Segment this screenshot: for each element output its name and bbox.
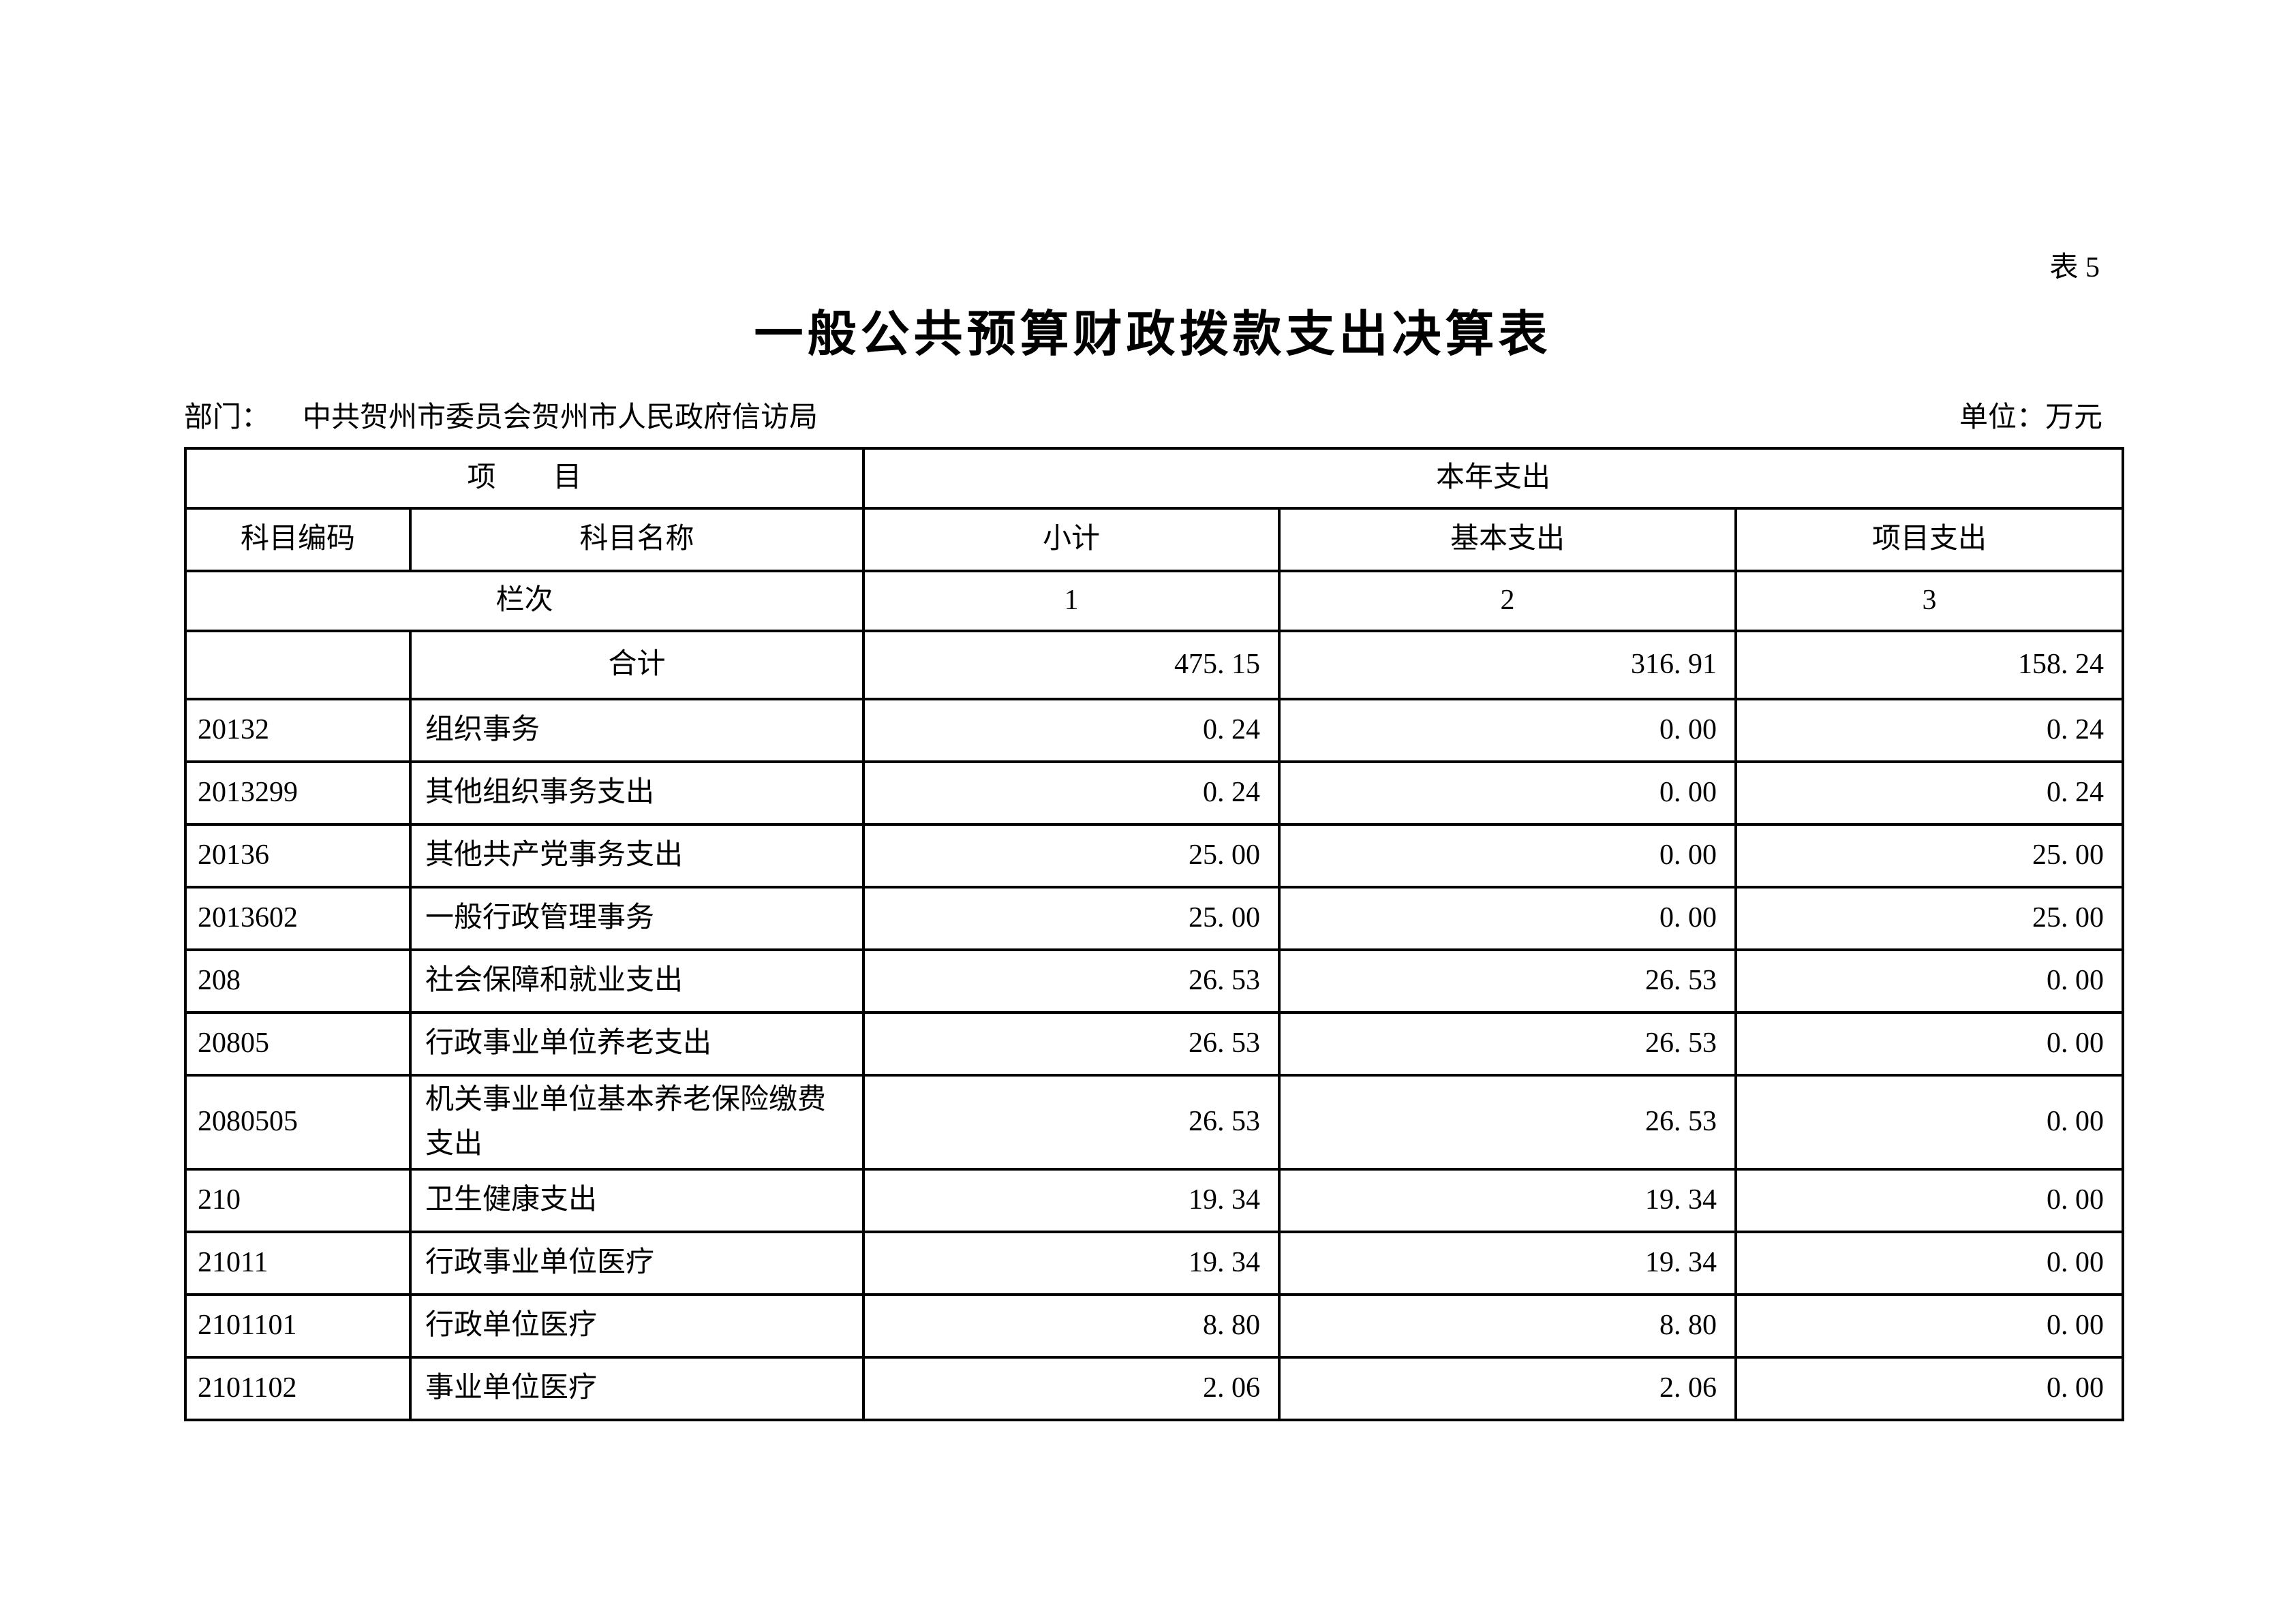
lanci-label-cell: 栏次 xyxy=(183,570,866,632)
code-cell: 2101102 xyxy=(184,1356,412,1421)
project-cell: 0. 00 xyxy=(1734,1293,2125,1359)
lanci-number-cell: 3 xyxy=(1734,570,2125,632)
code-cell: 20136 xyxy=(184,823,412,888)
unit-label: 单位：万元 xyxy=(1959,402,2102,433)
basic-cell: 0. 00 xyxy=(1278,760,1738,826)
header-lanci-row: 栏次 1 2 3 xyxy=(183,570,2125,632)
meta-row: 部门： 中共贺州市委员会贺州市人民政府信访局 单位：万元 xyxy=(184,401,2122,435)
basic-cell: 2. 06 xyxy=(1278,1356,1738,1421)
basic-cell: 19. 34 xyxy=(1278,1231,1738,1296)
project-cell: 158. 24 xyxy=(1734,630,2125,700)
name-cell: 行政单位医疗 xyxy=(408,1293,866,1359)
subtotal-cell: 26. 53 xyxy=(862,948,1281,1014)
subtotal-cell: 19. 34 xyxy=(862,1231,1281,1296)
subtotal-cell: 2. 06 xyxy=(862,1356,1281,1421)
table-row: 20136 其他共产党事务支出 25. 00 0. 00 25. 00 xyxy=(184,823,2125,888)
subtotal-cell: 25. 00 xyxy=(862,823,1281,888)
project-cell: 0. 00 xyxy=(1734,1168,2125,1233)
project-cell: 0. 00 xyxy=(1734,1231,2125,1296)
subtotal-cell: 26. 53 xyxy=(862,1011,1281,1077)
header-columns-row: 科目编码 科目名称 小计 基本支出 项目支出 xyxy=(184,507,2125,572)
basic-cell: 19. 34 xyxy=(1278,1168,1738,1233)
project-cell: 0. 00 xyxy=(1734,1011,2125,1077)
header-group-row: 项 目 本年支出 xyxy=(183,447,2125,510)
basic-cell: 0. 00 xyxy=(1278,698,1738,763)
lanci-number-cell: 1 xyxy=(862,570,1281,632)
column-group-project: 项 目 xyxy=(183,447,866,510)
basic-cell: 316. 91 xyxy=(1278,630,1738,700)
table-row: 20132 组织事务 0. 24 0. 00 0. 24 xyxy=(184,698,2125,763)
project-cell: 0. 24 xyxy=(1734,760,2125,826)
name-cell: 事业单位医疗 xyxy=(408,1356,866,1421)
subtotal-cell: 0. 24 xyxy=(862,760,1281,826)
name-cell: 社会保障和就业支出 xyxy=(408,948,866,1014)
name-cell: 其他共产党事务支出 xyxy=(408,823,866,888)
column-header-subtotal: 小计 xyxy=(862,507,1281,572)
column-header-subject-name: 科目名称 xyxy=(408,507,866,572)
table-row: 2080505 机关事业单位基本养老保险缴费支出 26. 53 26. 53 0… xyxy=(184,1074,2125,1171)
column-header-basic-expenditure: 基本支出 xyxy=(1278,507,1738,572)
subtotal-cell: 8. 80 xyxy=(862,1293,1281,1359)
page-title: 一般公共预算财政拨款支出决算表 xyxy=(754,307,1552,362)
code-cell: 2080505 xyxy=(184,1074,412,1171)
table-row: 208 社会保障和就业支出 26. 53 26. 53 0. 00 xyxy=(184,948,2125,1014)
code-cell: 20805 xyxy=(184,1011,412,1077)
lanci-number-cell: 2 xyxy=(1278,570,1738,632)
column-header-project-expenditure: 项目支出 xyxy=(1734,507,2125,572)
expenditure-table: 项 目 本年支出 科目编码 科目名称 小计 基本支出 项目支出 栏次 1 2 3… xyxy=(183,447,2125,1421)
table-row: 210 卫生健康支出 19. 34 19. 34 0. 00 xyxy=(184,1168,2125,1233)
table-row: 2101102 事业单位医疗 2. 06 2. 06 0. 00 xyxy=(184,1356,2125,1421)
basic-cell: 26. 53 xyxy=(1278,948,1738,1014)
column-group-current-year-expenditure: 本年支出 xyxy=(862,447,2125,510)
name-cell: 合计 xyxy=(408,630,866,700)
code-cell xyxy=(184,630,412,700)
sheet-number-label: 表 5 xyxy=(2049,252,2100,283)
code-cell: 21011 xyxy=(184,1231,412,1296)
project-cell: 25. 00 xyxy=(1734,886,2125,951)
name-cell: 行政事业单位医疗 xyxy=(408,1231,866,1296)
basic-cell: 26. 53 xyxy=(1278,1011,1738,1077)
code-cell: 20132 xyxy=(184,698,412,763)
name-cell: 机关事业单位基本养老保险缴费支出 xyxy=(408,1074,866,1171)
table-row: 21011 行政事业单位医疗 19. 34 19. 34 0. 00 xyxy=(184,1231,2125,1296)
table-row: 2101101 行政单位医疗 8. 80 8. 80 0. 00 xyxy=(184,1293,2125,1359)
table-row: 2013299 其他组织事务支出 0. 24 0. 00 0. 24 xyxy=(184,760,2125,826)
project-cell: 0. 00 xyxy=(1734,1356,2125,1421)
project-cell: 0. 24 xyxy=(1734,698,2125,763)
name-cell: 一般行政管理事务 xyxy=(408,886,866,951)
basic-cell: 8. 80 xyxy=(1278,1293,1738,1359)
project-cell: 0. 00 xyxy=(1734,1074,2125,1171)
project-cell: 25. 00 xyxy=(1734,823,2125,888)
subtotal-cell: 0. 24 xyxy=(862,698,1281,763)
subtotal-cell: 25. 00 xyxy=(862,886,1281,951)
project-cell: 0. 00 xyxy=(1734,948,2125,1014)
subtotal-cell: 19. 34 xyxy=(862,1168,1281,1233)
department-label: 部门： xyxy=(184,402,271,433)
basic-cell: 0. 00 xyxy=(1278,886,1738,951)
table-row: 20805 行政事业单位养老支出 26. 53 26. 53 0. 00 xyxy=(184,1011,2125,1077)
department-line: 部门： 中共贺州市委员会贺州市人民政府信访局 xyxy=(184,401,818,435)
subtotal-cell: 475. 15 xyxy=(862,630,1281,700)
name-cell: 其他组织事务支出 xyxy=(408,760,866,826)
name-cell: 行政事业单位养老支出 xyxy=(408,1011,866,1077)
basic-cell: 0. 00 xyxy=(1278,823,1738,888)
table-row: 2013602 一般行政管理事务 25. 00 0. 00 25. 00 xyxy=(184,886,2125,951)
code-cell: 2013602 xyxy=(184,886,412,951)
code-cell: 210 xyxy=(184,1168,412,1233)
code-cell: 2013299 xyxy=(184,760,412,826)
sheet-number: 表 5 xyxy=(184,251,2122,285)
code-cell: 2101101 xyxy=(184,1293,412,1359)
name-cell: 卫生健康支出 xyxy=(408,1168,866,1233)
basic-cell: 26. 53 xyxy=(1278,1074,1738,1171)
column-header-subject-code: 科目编码 xyxy=(184,507,412,572)
table-row-total: 合计 475. 15 316. 91 158. 24 xyxy=(184,630,2125,700)
name-cell: 组织事务 xyxy=(408,698,866,763)
code-cell: 208 xyxy=(184,948,412,1014)
department-value: 中共贺州市委员会贺州市人民政府信访局 xyxy=(303,402,818,433)
subtotal-cell: 26. 53 xyxy=(862,1074,1281,1171)
